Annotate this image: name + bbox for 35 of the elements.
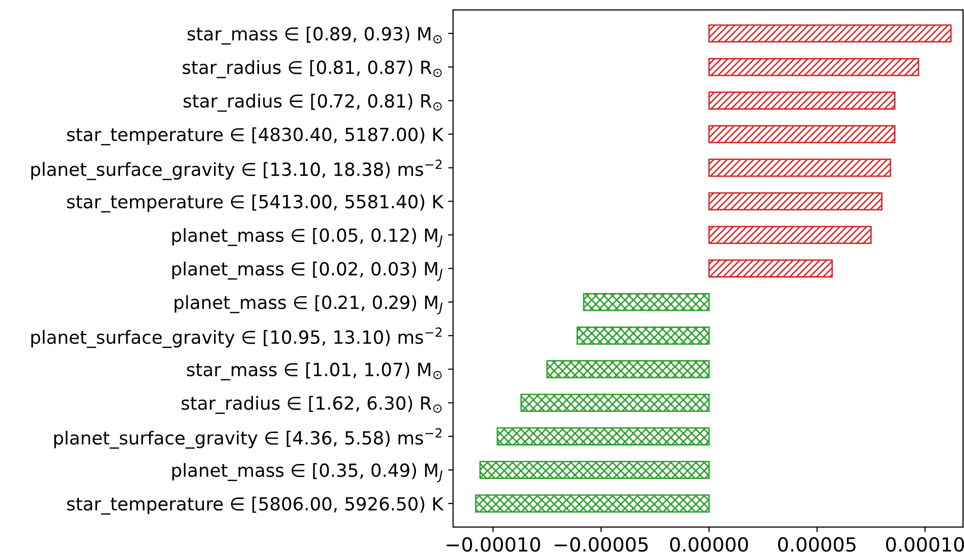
x-tick-label: −0.00010 [446,537,540,552]
y-tick-label: planet_mass ∈ [0.02, 0.03) M$_{J}$ [172,262,442,281]
bar [583,292,710,312]
bar [475,494,710,513]
y-tick-label: planet_mass ∈ [0.21, 0.29) M$_{J}$ [174,295,442,314]
bar [708,158,892,177]
y-tick-label: planet_surface_gravity ∈ [13.10, 18.38) ms$^{−2}$ [31,160,442,180]
bar [520,394,710,412]
bar [708,58,920,76]
y-tick-label: planet_surface_gravity ∈ [4.36, 5.58) ms$^{−2}$ [54,428,442,449]
bar [576,326,710,345]
x-tick-label: 0.00005 [778,537,856,552]
x-tick-label: −0.00005 [554,537,648,552]
y-tick-label: star_radius ∈ [1.62, 6.30) R$_{⊙}$ [182,396,442,414]
y-tick-label: planet_mass ∈ [0.35, 0.49) M$_{J}$ [172,463,442,482]
x-tick-label: 0.00000 [670,537,748,552]
bar [708,192,883,210]
y-tick-label: star_radius ∈ [0.72, 0.81) R$_{⊙}$ [184,94,442,112]
bar [708,92,896,110]
x-tick-label: 0.00010 [886,537,964,552]
y-tick-label: star_mass ∈ [1.01, 1.07) M$_{⊙}$ [187,362,442,380]
bar [479,460,710,480]
bar [546,360,710,378]
bar [708,259,833,278]
y-tick-label: star_mass ∈ [0.89, 0.93) M$_{⊙}$ [188,26,442,45]
y-tick-label: planet_mass ∈ [0.05, 0.12) M$_{J}$ [172,228,442,248]
y-tick-label: star_radius ∈ [0.81, 0.87) R$_{⊙}$ [182,60,442,78]
bar [708,226,872,244]
bar [708,125,896,144]
bar [496,427,710,446]
y-tick-label: star_temperature ∈ [5413.00, 5581.40) K [67,194,444,212]
bar [708,24,952,43]
y-tick-label: star_temperature ∈ [4830.40, 5187.00) K [67,127,444,146]
y-tick-label: planet_surface_gravity ∈ [10.95, 13.10) ms$^{−2}$ [31,327,442,348]
y-tick-label: star_temperature ∈ [5806.00, 5926.50) K [67,496,444,515]
